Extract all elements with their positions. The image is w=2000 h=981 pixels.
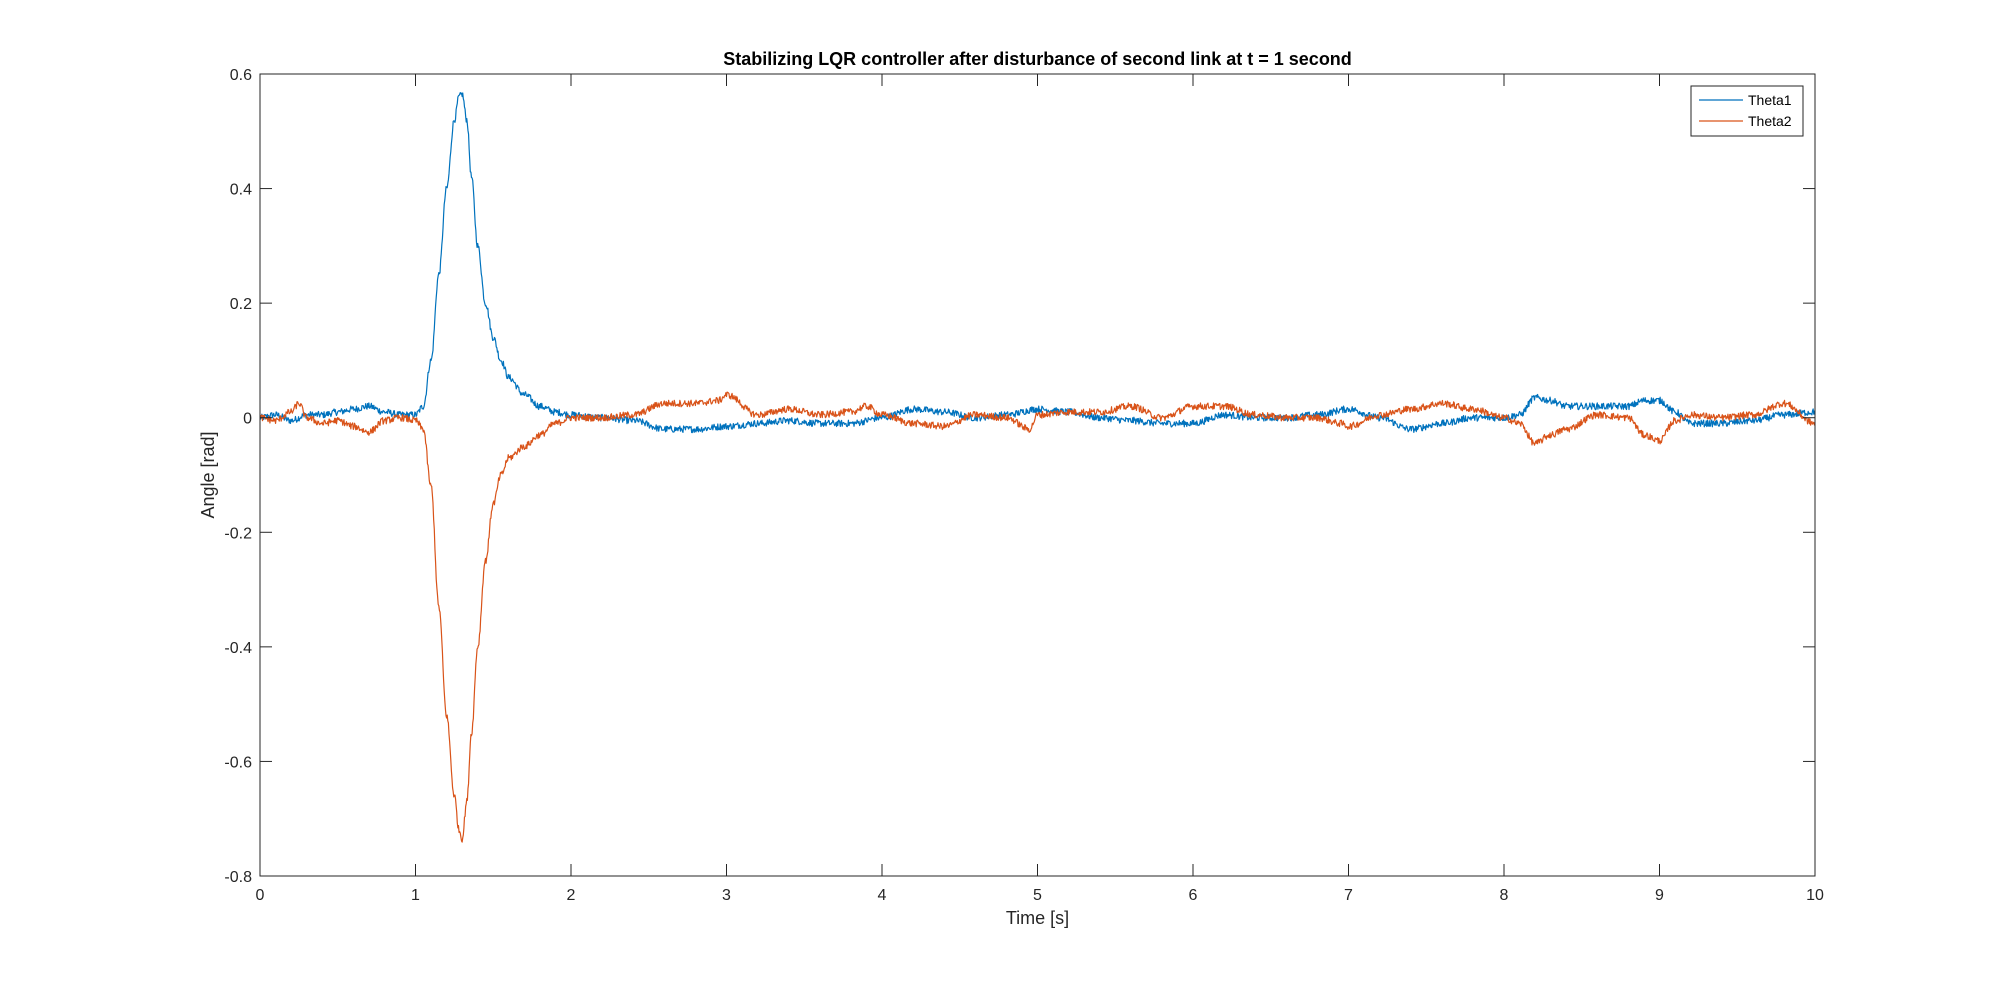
series-line-theta2 — [259, 391, 1816, 843]
chart-title: Stabilizing LQR controller after disturb… — [723, 49, 1352, 69]
x-tick-label: 3 — [722, 887, 731, 904]
x-tick-label: 8 — [1500, 887, 1509, 904]
tick-layer: 0 1 2 3 4 5 6 7 8 9 10 0.6 0.4 0.2 0 -0.2 -0.4 -0.6 -0.8 — [224, 67, 1824, 904]
y-tick-label: 0.6 — [230, 67, 252, 84]
x-tick-label: 0 — [256, 887, 265, 904]
y-tick-label: -0.2 — [224, 525, 252, 542]
legend-label-theta1: Theta1 — [1748, 92, 1792, 108]
x-tick-label: 9 — [1655, 887, 1664, 904]
y-tick-label: 0.4 — [230, 182, 252, 199]
x-axis-label: Time [s] — [1006, 908, 1069, 928]
y-tick-label: 0 — [243, 411, 252, 428]
y-tick-label: 0.2 — [230, 296, 252, 313]
series-layer — [259, 92, 1816, 843]
plot-area — [260, 74, 1815, 876]
x-tick-label: 5 — [1033, 887, 1042, 904]
y-tick-label: -0.4 — [224, 640, 252, 657]
x-tick-label: 6 — [1189, 887, 1198, 904]
x-tick-label: 2 — [567, 887, 576, 904]
x-tick-label: 4 — [878, 887, 887, 904]
y-tick-label: -0.6 — [224, 754, 252, 771]
x-tick-label: 1 — [411, 887, 420, 904]
legend: Theta1 Theta2 — [1690, 85, 1804, 137]
y-tick-label: -0.8 — [224, 869, 252, 886]
x-tick-label: 7 — [1344, 887, 1353, 904]
legend-label-theta2: Theta2 — [1748, 113, 1792, 129]
legend-box — [1690, 85, 1804, 137]
x-tick-label: 10 — [1806, 887, 1824, 904]
y-axis-label: Angle [rad] — [198, 431, 218, 518]
series-line-theta1 — [259, 92, 1816, 434]
